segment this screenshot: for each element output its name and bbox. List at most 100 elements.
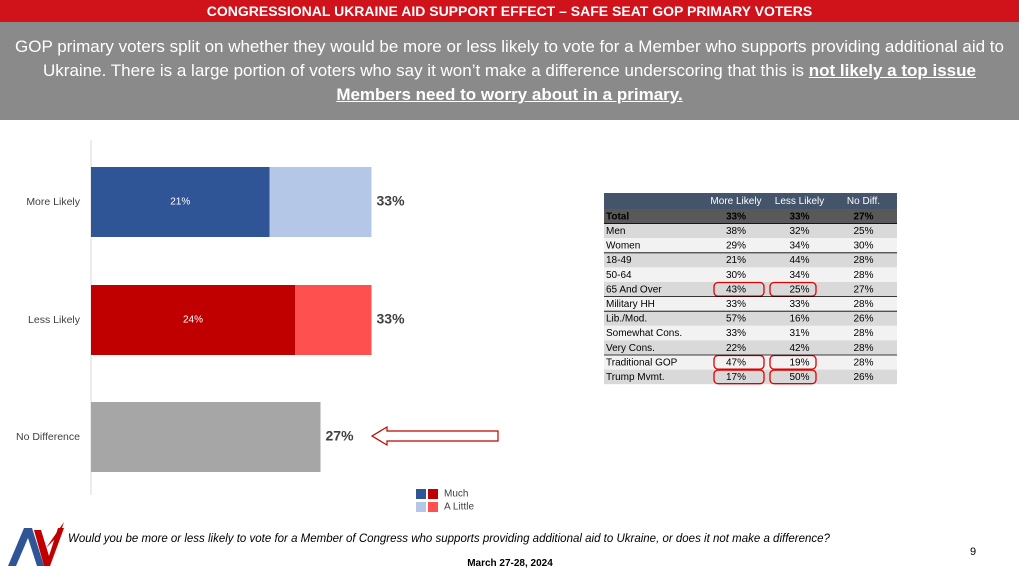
cell: 57%: [726, 314, 746, 325]
table-header-bg: [604, 193, 897, 209]
row-bg: [604, 282, 897, 297]
row-bg: [604, 209, 897, 224]
row-label: Men: [606, 226, 625, 237]
row-bg: [604, 252, 897, 268]
row-bg: [604, 296, 897, 312]
bar-segment: [91, 167, 270, 237]
row-label: 50-64: [606, 270, 632, 281]
cell: 33%: [726, 211, 746, 222]
cell: 34%: [789, 270, 809, 281]
row-bg: [604, 311, 897, 326]
row-bg: [604, 267, 897, 282]
cell: 28%: [853, 299, 873, 310]
legend-label: A Little: [444, 502, 474, 513]
logo: [8, 522, 64, 566]
segment-label: 21%: [170, 197, 190, 208]
highlight-circle: [769, 354, 817, 370]
cell: 19%: [789, 357, 809, 368]
row-label: Trump Mvmt.: [606, 372, 665, 383]
row-bg: [604, 325, 897, 341]
cell: 32%: [789, 226, 809, 237]
bar-segment: [91, 285, 295, 355]
cell: 33%: [726, 299, 746, 310]
cell: 16%: [789, 314, 809, 325]
segment-label: 24%: [183, 315, 203, 326]
cell: 34%: [789, 241, 809, 252]
row-label: Lib./Mod.: [606, 314, 647, 325]
cell: 27%: [853, 211, 873, 222]
cell: 31%: [789, 328, 809, 339]
bar-segment: [91, 402, 321, 472]
header: CONGRESSIONAL UKRAINE AID SUPPORT EFFECT…: [0, 0, 1019, 22]
cell: 30%: [853, 241, 873, 252]
row-label: Women: [606, 241, 640, 252]
total-label: 33%: [377, 311, 406, 327]
highlight-circle: [713, 281, 765, 297]
total-label: 33%: [377, 193, 406, 209]
cell: 33%: [789, 299, 809, 310]
cell: 47%: [726, 357, 746, 368]
column-header: More Likely: [710, 196, 761, 207]
cell: 17%: [726, 372, 746, 383]
cell: 28%: [853, 328, 873, 339]
cell: 38%: [726, 226, 746, 237]
row-bg: [604, 223, 897, 239]
cell: 21%: [726, 255, 746, 266]
cell: 27%: [853, 284, 873, 295]
row-label: 65 And Over: [606, 284, 662, 295]
cell: 22%: [726, 343, 746, 354]
question: Would you be more or less likely to vote…: [68, 533, 830, 545]
highlight-circle: [769, 369, 817, 385]
cell: 30%: [726, 270, 746, 281]
cell: 26%: [853, 372, 873, 383]
cell: 26%: [853, 314, 873, 325]
cell: 28%: [853, 343, 873, 354]
legend-swatch: [416, 489, 426, 499]
highlight-circle: [769, 281, 817, 297]
row-bg: [604, 238, 897, 253]
highlight-circle: [713, 369, 765, 385]
row-label: Somewhat Cons.: [606, 328, 682, 339]
bar-segment: [269, 167, 372, 237]
cell: 25%: [853, 226, 873, 237]
bar-segment: [295, 285, 372, 355]
legend-swatch: [416, 502, 426, 512]
category-label: No Difference: [16, 431, 80, 443]
page-number: 9: [970, 546, 977, 558]
cell: 28%: [853, 357, 873, 368]
row-label: Very Cons.: [606, 343, 655, 354]
row-bg: [604, 340, 897, 355]
subtitle-emphasis: not likely a top issue Members need to w…: [336, 61, 976, 104]
date: March 27-28, 2024: [467, 558, 553, 569]
category-label: More Likely: [26, 196, 80, 208]
total-label: 27%: [326, 428, 355, 444]
subtitle: GOP primary voters split on whether they…: [15, 37, 1004, 80]
row-bg: [604, 355, 897, 370]
row-label: 18-49: [606, 255, 632, 266]
cell: 29%: [726, 241, 746, 252]
column-header: No Diff.: [847, 196, 880, 207]
cell: 50%: [789, 372, 809, 383]
subtitle-box: GOP primary voters split on whether they…: [0, 22, 1019, 120]
cell: 28%: [853, 270, 873, 281]
cell: 44%: [789, 255, 809, 266]
highlight-circle: [713, 354, 765, 370]
legend-swatch: [428, 502, 438, 512]
cell: 25%: [789, 284, 809, 295]
row-label: Total: [606, 211, 629, 222]
cell: 33%: [726, 328, 746, 339]
row-bg: [604, 369, 897, 385]
category-label: Less Likely: [28, 314, 81, 326]
cell: 28%: [853, 255, 873, 266]
column-header: Less Likely: [775, 196, 824, 207]
cell: 42%: [789, 343, 809, 354]
arrow: [370, 425, 499, 447]
cell: 33%: [789, 211, 809, 222]
cell: 43%: [726, 284, 746, 295]
row-label: Military HH: [606, 299, 655, 310]
legend-swatch: [428, 489, 438, 499]
legend-label: Much: [444, 489, 468, 500]
row-label: Traditional GOP: [606, 357, 678, 368]
